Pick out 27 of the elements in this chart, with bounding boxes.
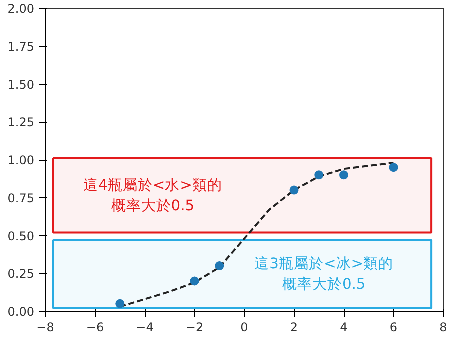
y-tick-label: 0.75 bbox=[8, 191, 34, 206]
x-tick-label: 2 bbox=[290, 320, 298, 334]
point bbox=[389, 163, 398, 172]
point bbox=[340, 170, 348, 180]
y-tick-label: 1.50 bbox=[8, 78, 34, 92]
x-tick-label: 8 bbox=[440, 320, 448, 334]
point bbox=[116, 299, 125, 308]
y-tick-label: 0.25 bbox=[8, 267, 34, 282]
point bbox=[290, 186, 299, 195]
x-tick-label: 6 bbox=[390, 320, 398, 334]
y-tick-label: 1.00 bbox=[8, 154, 34, 168]
x-tick-label: −4 bbox=[136, 320, 154, 334]
y-tick-label: 1.25 bbox=[8, 116, 34, 130]
point bbox=[314, 170, 324, 180]
y-tick-label: 1.75 bbox=[8, 40, 34, 54]
y-tick-label: 0.00 bbox=[8, 305, 34, 319]
x-tick-label: 4 bbox=[340, 320, 348, 334]
point bbox=[190, 276, 200, 286]
band-label: 這3瓶屬於<冰>類的概率大於0.5 bbox=[254, 256, 394, 294]
x-tick-label: −6 bbox=[86, 320, 104, 334]
band-label: 這4瓶屬於<水>類的概率大於0.5 bbox=[84, 176, 222, 214]
x-tick-label: −2 bbox=[186, 320, 204, 334]
x-tick-label: 0 bbox=[240, 320, 248, 334]
point bbox=[215, 262, 224, 271]
y-tick-label: 2.00 bbox=[8, 2, 34, 16]
y-tick-label: 0.50 bbox=[8, 229, 34, 244]
x-tick-label: −8 bbox=[36, 320, 54, 334]
